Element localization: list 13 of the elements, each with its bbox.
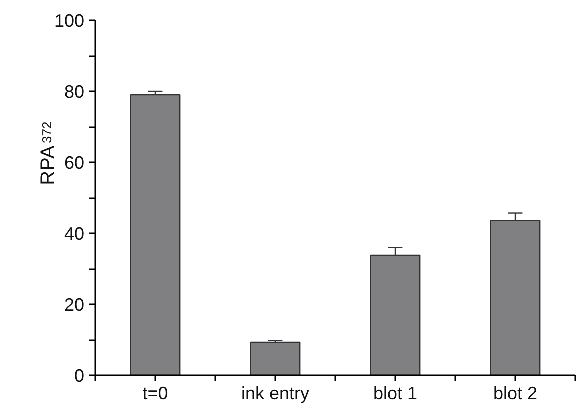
x-tick-label: blot 1 <box>373 384 418 404</box>
y-tick-label: 60 <box>64 153 85 173</box>
x-tick-label: t=0 <box>142 384 168 404</box>
y-tick-label: 0 <box>74 366 85 386</box>
y-tick-label: 20 <box>64 295 85 315</box>
y-tick-label: 100 <box>54 11 85 31</box>
x-tick-label: ink entry <box>241 384 310 404</box>
y-tick-label: 80 <box>64 82 85 102</box>
y-tick-label: 40 <box>64 224 85 244</box>
y-axis-title: RPA372 <box>38 122 60 186</box>
bar <box>130 94 181 376</box>
x-tick-label: blot 2 <box>493 384 538 404</box>
bar <box>250 342 301 376</box>
